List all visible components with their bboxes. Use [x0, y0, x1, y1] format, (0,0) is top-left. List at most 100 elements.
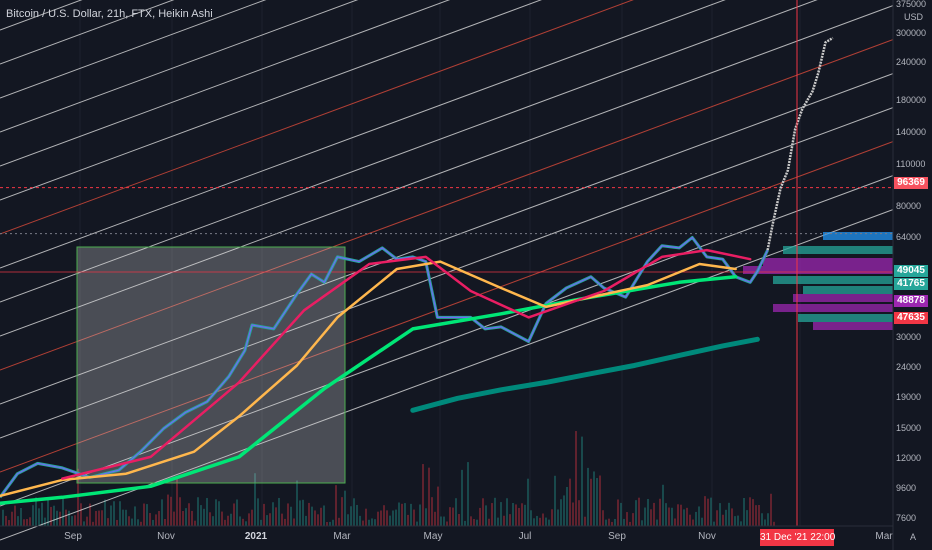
volume-bar [611, 521, 613, 526]
volume-bar [92, 521, 94, 526]
volume-bar [353, 498, 355, 526]
volume-bar [386, 510, 388, 526]
volume-bar [302, 499, 304, 526]
price-label-last: 49045 [894, 265, 928, 277]
volume-bar [623, 518, 625, 526]
volume-bar [359, 515, 361, 526]
volume-bar [515, 504, 517, 526]
volume-bar [539, 517, 541, 526]
volume-bar [242, 518, 244, 526]
volume-bar [86, 516, 88, 526]
chart-title: Bitcoin / U.S. Dollar, 21h, FTX, Heikin … [6, 8, 213, 20]
volume-profile-bar [773, 304, 893, 312]
x-tick-label: 2021 [244, 531, 268, 542]
volume-bar [29, 517, 31, 526]
volume-bar [20, 507, 22, 526]
volume-bar [503, 515, 505, 526]
volume-bar [344, 490, 346, 526]
volume-bar [551, 509, 553, 526]
volume-bar [224, 519, 226, 526]
volume-bar [470, 516, 472, 526]
price-label-profile: 48878 [894, 295, 928, 307]
price-wick-line [0, 236, 769, 498]
volume-profile-bar [798, 314, 893, 322]
volume-bar [725, 509, 727, 526]
volume-bar [290, 506, 292, 526]
volume-bar [449, 507, 451, 526]
volume-bar [221, 511, 223, 526]
volume-bar [758, 505, 760, 526]
volume-bar [482, 498, 484, 526]
volume-bar [140, 521, 142, 526]
volume-bar [5, 515, 7, 526]
volume-bar [134, 506, 136, 526]
volume-bar [506, 498, 508, 526]
volume-bar [191, 510, 193, 526]
volume-bar [755, 505, 757, 526]
price-label-ma: 41765 [894, 278, 928, 290]
volume-bar [437, 486, 439, 526]
volume-bar [575, 431, 577, 526]
volume-bar [728, 502, 730, 526]
volume-bar [701, 517, 703, 526]
volume-bar [761, 513, 763, 526]
volume-bar [326, 521, 328, 526]
volume-bar [683, 509, 685, 526]
volume-bar [746, 510, 748, 526]
volume-bar [626, 512, 628, 526]
x-tick-label: Sep [608, 531, 626, 542]
volume-bar [662, 484, 664, 526]
volume-bar [209, 512, 211, 526]
y-tick-label: 300000 [896, 28, 927, 38]
x-tick-label: Mar [875, 531, 893, 542]
y-tick-label: 375000 [896, 0, 927, 9]
volume-profile-bar [763, 258, 893, 266]
volume-bar [584, 516, 586, 526]
auto-scale-button[interactable]: A [909, 532, 916, 542]
volume-bar [98, 510, 100, 526]
volume-bar [707, 498, 709, 526]
volume-bar [749, 497, 751, 526]
volume-bar [200, 505, 202, 526]
volume-bar [347, 514, 349, 526]
volume-bar [767, 513, 769, 526]
volume-bar [272, 502, 274, 526]
grid-lines [79, 0, 801, 526]
volume-bar [368, 519, 370, 526]
volume-bar [248, 513, 250, 526]
volume-bar [11, 511, 13, 526]
volume-bar [149, 513, 151, 526]
volume-bar [563, 495, 565, 526]
y-tick-label: 64000 [896, 232, 922, 242]
moving-average-line [0, 275, 738, 505]
volume-bar [536, 515, 538, 526]
volume-bar [704, 496, 706, 526]
volume-bar [233, 503, 235, 526]
volume-bar [113, 501, 115, 526]
volume-bar [458, 513, 460, 526]
volume-bar [680, 504, 682, 526]
volume-bar [710, 497, 712, 526]
volume-bar [101, 510, 103, 526]
volume-bar [284, 518, 286, 526]
volume-bar [38, 508, 40, 526]
volume-bar [203, 508, 205, 526]
volume-bar [350, 506, 352, 526]
volume-bar [407, 514, 409, 526]
volume-bar [188, 503, 190, 526]
volume-bar [173, 511, 175, 526]
volume-bar [389, 515, 391, 526]
volume-bar [599, 475, 601, 526]
x-tick-label: Nov [698, 531, 716, 542]
volume-bar [494, 497, 496, 526]
volume-bar [641, 520, 643, 526]
volume-bar [41, 502, 43, 526]
channel-line [0, 0, 451, 167]
volume-bar [569, 478, 571, 526]
crosshair-date-label: 31 Dec '21 22:00 [760, 529, 835, 546]
range-highlight-box[interactable] [76, 246, 346, 484]
volume-bar [257, 498, 259, 526]
volume-bar [362, 520, 364, 526]
volume-bar [260, 519, 262, 526]
